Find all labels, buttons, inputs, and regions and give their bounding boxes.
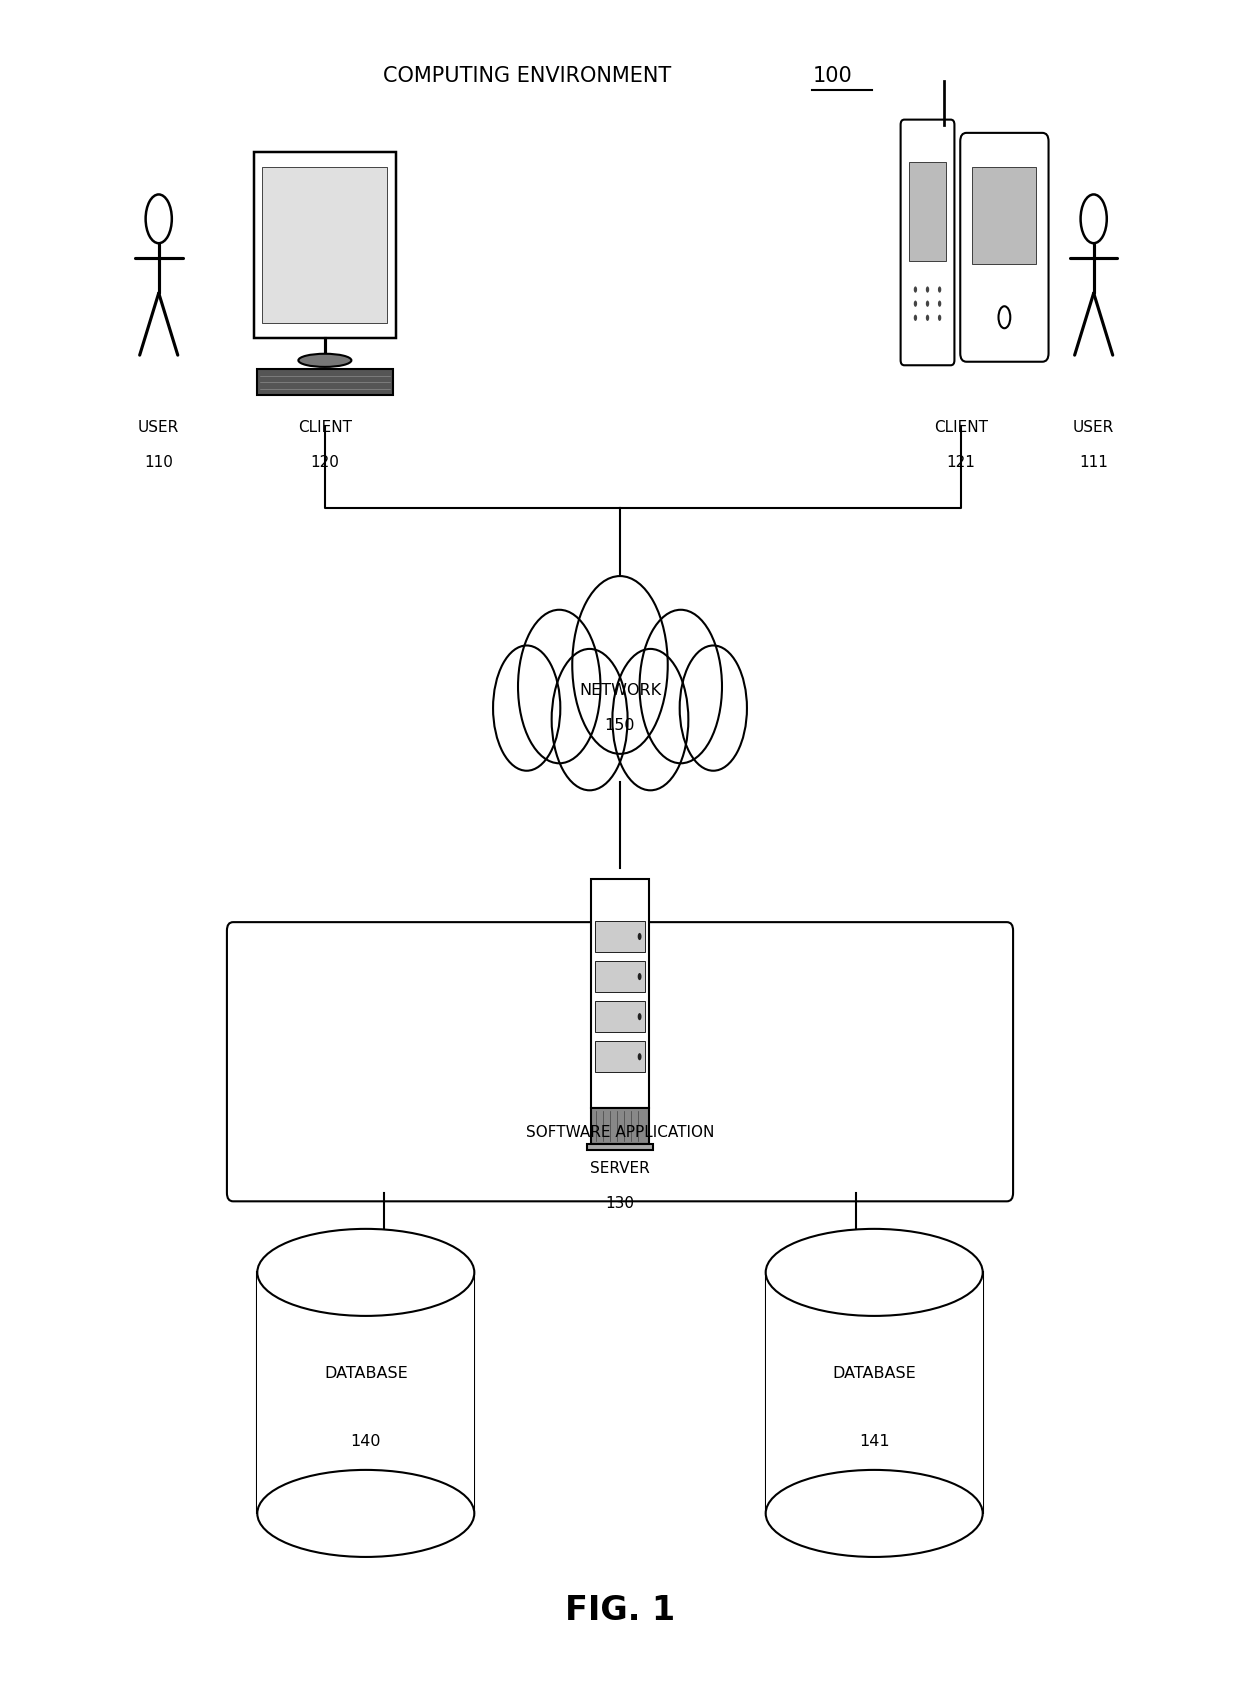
Text: 120: 120 <box>310 455 340 470</box>
FancyBboxPatch shape <box>591 1108 649 1144</box>
Text: CLIENT: CLIENT <box>934 420 988 435</box>
Text: USER: USER <box>1073 420 1115 435</box>
FancyBboxPatch shape <box>595 961 645 992</box>
Text: 121: 121 <box>946 455 976 470</box>
Ellipse shape <box>937 286 941 293</box>
Text: COMPUTING ENVIRONMENT: COMPUTING ENVIRONMENT <box>383 66 671 86</box>
Ellipse shape <box>765 1228 982 1316</box>
FancyBboxPatch shape <box>960 134 1049 362</box>
Ellipse shape <box>937 301 941 306</box>
FancyBboxPatch shape <box>588 1144 652 1151</box>
Text: 110: 110 <box>144 455 174 470</box>
Text: USER: USER <box>138 420 180 435</box>
Text: 141: 141 <box>859 1433 889 1448</box>
Ellipse shape <box>494 645 560 772</box>
Ellipse shape <box>572 575 667 755</box>
Text: NETWORK: NETWORK <box>579 684 661 697</box>
Ellipse shape <box>680 645 746 772</box>
Ellipse shape <box>914 286 918 293</box>
FancyBboxPatch shape <box>972 168 1037 264</box>
Ellipse shape <box>613 650 688 790</box>
FancyBboxPatch shape <box>595 1002 645 1032</box>
Text: 150: 150 <box>605 719 635 733</box>
FancyBboxPatch shape <box>258 1272 474 1513</box>
FancyBboxPatch shape <box>254 152 396 338</box>
FancyBboxPatch shape <box>263 168 387 323</box>
Text: FIG. 1: FIG. 1 <box>565 1594 675 1628</box>
Ellipse shape <box>552 650 627 790</box>
Ellipse shape <box>914 301 918 306</box>
FancyBboxPatch shape <box>257 369 393 396</box>
Ellipse shape <box>299 354 351 367</box>
Ellipse shape <box>914 315 918 321</box>
Ellipse shape <box>637 932 641 941</box>
FancyBboxPatch shape <box>595 1041 645 1073</box>
Ellipse shape <box>765 1470 982 1557</box>
Ellipse shape <box>257 1470 474 1557</box>
Text: 100: 100 <box>812 66 852 86</box>
Text: 140: 140 <box>351 1433 381 1448</box>
Text: DATABASE: DATABASE <box>324 1365 408 1381</box>
FancyBboxPatch shape <box>900 120 955 365</box>
Text: CLIENT: CLIENT <box>298 420 352 435</box>
FancyBboxPatch shape <box>765 1272 982 1513</box>
FancyBboxPatch shape <box>595 920 645 953</box>
FancyBboxPatch shape <box>591 880 649 1108</box>
Ellipse shape <box>926 315 929 321</box>
Text: SOFTWARE APPLICATION: SOFTWARE APPLICATION <box>526 1125 714 1140</box>
Ellipse shape <box>518 609 600 763</box>
Text: 111: 111 <box>1079 455 1109 470</box>
Text: DATABASE: DATABASE <box>832 1365 916 1381</box>
Text: SERVER: SERVER <box>590 1161 650 1176</box>
Ellipse shape <box>637 973 641 980</box>
Ellipse shape <box>640 609 722 763</box>
Ellipse shape <box>257 1228 474 1316</box>
Ellipse shape <box>637 1014 641 1020</box>
FancyBboxPatch shape <box>909 162 946 261</box>
Ellipse shape <box>926 286 929 293</box>
Ellipse shape <box>926 301 929 306</box>
FancyBboxPatch shape <box>227 922 1013 1201</box>
Ellipse shape <box>637 1052 641 1061</box>
Ellipse shape <box>937 315 941 321</box>
Text: 130: 130 <box>605 1196 635 1211</box>
